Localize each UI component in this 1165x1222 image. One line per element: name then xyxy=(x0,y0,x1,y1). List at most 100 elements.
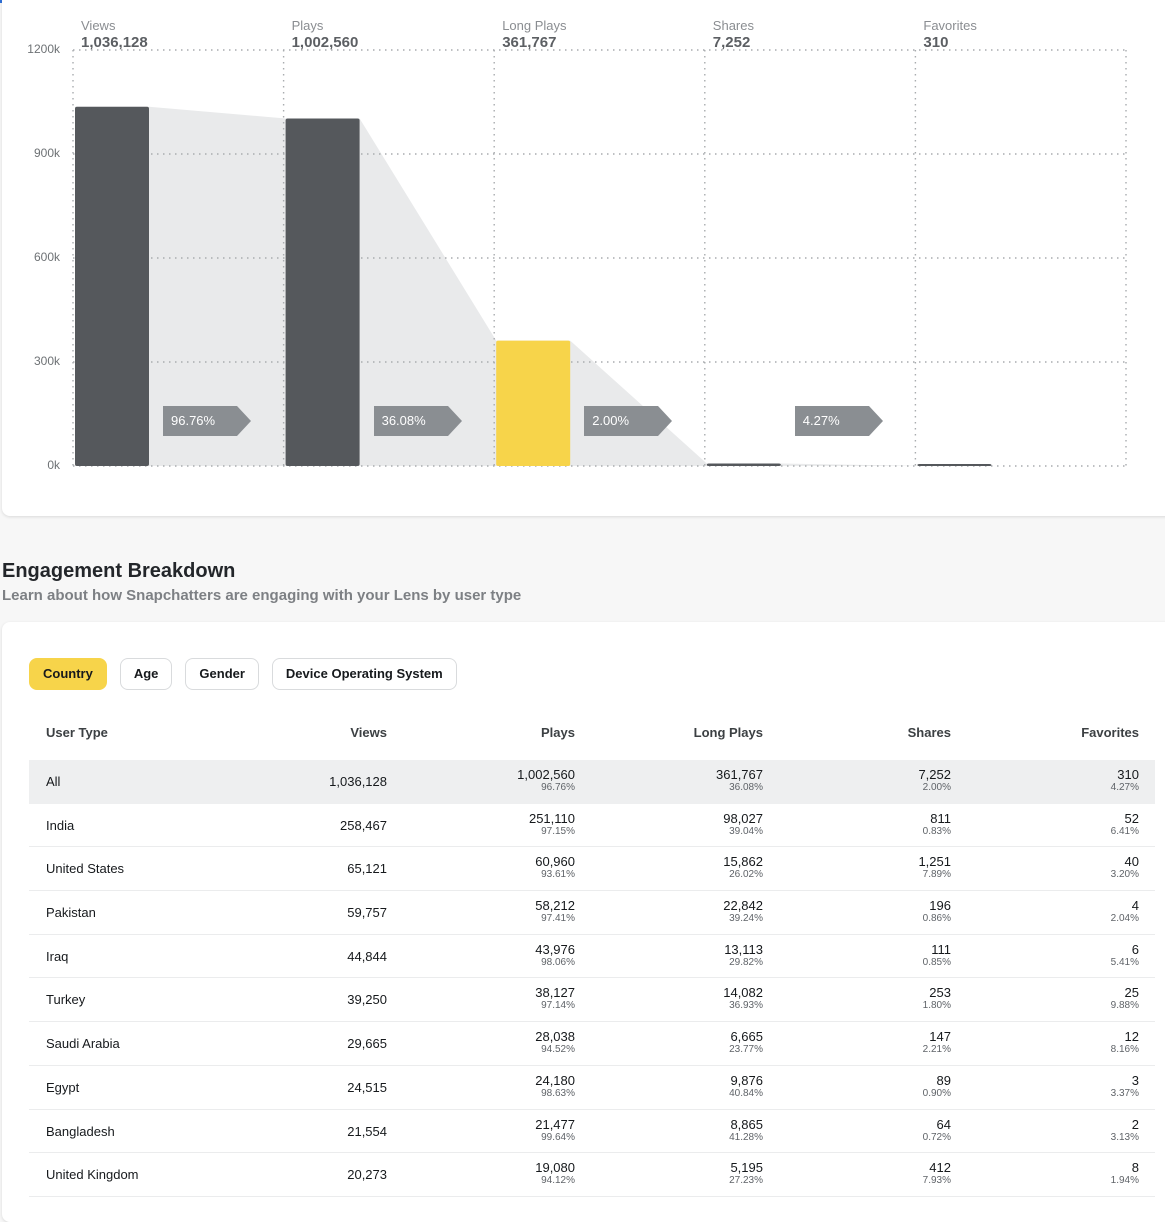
cell-long-plays: 14,082 36.93% xyxy=(723,978,763,1021)
cell-favorites: 25 9.88% xyxy=(1111,978,1139,1021)
cell-plays-value: 28,038 xyxy=(535,1029,575,1045)
cell-favorites-value: 3 xyxy=(1131,1072,1139,1088)
cell-views: 39,250 xyxy=(347,992,387,1008)
table-body: All 1,036,128 1,002,560 96.76% 361,767 36.08%… xyxy=(29,760,1155,1197)
cell-plays-value: 60,960 xyxy=(535,854,575,870)
cell-long-plays: 22,842 39.24% xyxy=(723,891,763,934)
cell-favorites-percent: 6.41% xyxy=(1110,825,1139,837)
table-row[interactable]: United States 65,121 60,960 93.61% 15,862 26.… xyxy=(29,847,1155,892)
funnel-chart xyxy=(72,49,1127,467)
cell-favorites-percent: 2.04% xyxy=(1110,913,1139,925)
cell-user-type: United Kingdom xyxy=(46,1167,139,1183)
cell-plays: 43,976 98.06% xyxy=(535,935,575,978)
cell-views: 44,844 xyxy=(347,948,387,964)
conversion-rate-value: 2.00% xyxy=(592,413,630,428)
cell-favorites: 52 6.41% xyxy=(1111,804,1139,847)
cell-plays-percent: 97.14% xyxy=(541,1000,575,1012)
cell-plays: 60,960 93.61% xyxy=(535,847,575,890)
header-views[interactable]: Views xyxy=(350,725,387,740)
header-shares[interactable]: Shares xyxy=(907,725,951,740)
cell-shares-value: 64 xyxy=(936,1116,951,1132)
cell-user-type: Turkey xyxy=(46,992,86,1008)
cell-plays-percent: 97.15% xyxy=(541,825,575,837)
cell-plays-value: 58,212 xyxy=(535,898,575,914)
cell-long-plays-percent: 39.24% xyxy=(729,913,763,925)
filter-age-button[interactable]: Age xyxy=(119,658,173,690)
table-row[interactable]: Bangladesh 21,554 21,477 99.64% 8,865 41.28% 6… xyxy=(29,1110,1155,1154)
cell-favorites: 8 1.94% xyxy=(1111,1153,1139,1196)
table-row[interactable]: Egypt 24,515 24,180 98.63% 9,876 40.84% 89 0.90… xyxy=(29,1066,1155,1110)
stage-header: Shares 7,252 xyxy=(713,18,754,52)
cell-plays-value: 1,002,560 xyxy=(517,767,575,782)
cell-plays-value: 19,080 xyxy=(535,1160,575,1176)
cell-shares: 111 0.85% xyxy=(923,935,951,978)
cell-shares-value: 1,251 xyxy=(918,854,951,870)
table-row[interactable]: Turkey 39,250 38,127 97.14% 14,082 36.93% 253 1… xyxy=(29,978,1155,1023)
stage-header: Plays 1,002,560 xyxy=(292,18,359,52)
stage-value: 310 xyxy=(923,34,949,51)
cell-shares: 1,251 7.89% xyxy=(918,847,951,890)
cell-user-type: Bangladesh xyxy=(46,1123,115,1139)
table-row[interactable]: All 1,036,128 1,002,560 96.76% 361,767 36.08%… xyxy=(29,760,1155,804)
cell-plays: 28,038 94.52% xyxy=(535,1022,575,1065)
table-row[interactable]: India 258,467 251,110 97.15% 98,027 39.04% 811… xyxy=(29,804,1155,848)
cell-favorites-percent: 9.88% xyxy=(1110,1000,1139,1012)
stage-header: Views 1,036,128 xyxy=(81,18,148,52)
cell-favorites-value: 2 xyxy=(1131,1116,1139,1132)
table-row[interactable]: Saudi Arabia 29,665 28,038 94.52% 6,665 23.77… xyxy=(29,1022,1155,1066)
filter-gender-button[interactable]: Gender xyxy=(185,658,259,690)
table-row[interactable]: Pakistan 59,757 58,212 97.41% 22,842 39.24% 19… xyxy=(29,891,1155,935)
engagement-table: User Type Views Plays Long Plays Shares … xyxy=(29,710,1155,1197)
y-tick-label: 600k xyxy=(33,250,60,264)
cell-favorites-percent: 3.20% xyxy=(1110,869,1139,881)
cell-views: 59,757 xyxy=(347,905,387,921)
cell-shares-percent: 0.86% xyxy=(922,913,951,925)
header-favorites[interactable]: Favorites xyxy=(1081,725,1139,740)
cell-favorites-percent: 3.37% xyxy=(1110,1087,1139,1099)
filter-pills: Country Age Gender Device Operating System xyxy=(29,658,457,690)
cell-plays-value: 21,477 xyxy=(535,1116,575,1132)
conversion-rate-value: 4.27% xyxy=(802,413,840,428)
cell-plays-percent: 99.64% xyxy=(541,1131,575,1143)
header-long-plays[interactable]: Long Plays xyxy=(693,725,763,740)
cell-favorites-value: 6 xyxy=(1131,941,1139,957)
y-tick-label: 300k xyxy=(33,354,60,368)
cell-favorites: 4 2.04% xyxy=(1111,891,1139,934)
header-user-type[interactable]: User Type xyxy=(46,725,108,740)
cell-long-plays-value: 5,195 xyxy=(730,1160,763,1176)
header-plays[interactable]: Plays xyxy=(541,725,575,740)
cell-long-plays: 8,865 41.28% xyxy=(729,1110,763,1153)
cell-favorites-percent: 3.13% xyxy=(1110,1131,1139,1143)
stage-value: 361,767 xyxy=(502,34,557,51)
cell-views: 29,665 xyxy=(347,1036,387,1052)
table-row[interactable]: Iraq 44,844 43,976 98.06% 13,113 29.82% 111 0.8… xyxy=(29,935,1155,979)
bar-views xyxy=(75,106,149,466)
cell-long-plays-percent: 40.84% xyxy=(729,1087,763,1099)
cell-plays-value: 251,110 xyxy=(528,810,575,826)
cell-shares-percent: 0.90% xyxy=(922,1087,951,1099)
cell-views: 20,273 xyxy=(347,1167,387,1183)
cell-long-plays: 15,862 26.02% xyxy=(723,847,763,890)
cell-long-plays-percent: 29.82% xyxy=(729,956,763,968)
cell-plays: 251,110 97.15% xyxy=(529,804,575,847)
table-row[interactable]: United Kingdom 20,273 19,080 94.12% 5,195 27.… xyxy=(29,1153,1155,1197)
cell-user-type: United States xyxy=(46,861,125,877)
stage-header: Long Plays 361,767 xyxy=(502,18,566,52)
stage-name: Favorites xyxy=(923,18,977,33)
cell-long-plays: 98,027 39.04% xyxy=(723,804,763,847)
cell-shares-percent: 7.89% xyxy=(922,869,951,881)
cell-favorites: 2 3.13% xyxy=(1111,1110,1139,1153)
cell-favorites-value: 25 xyxy=(1124,985,1139,1001)
cell-shares-percent: 0.72% xyxy=(922,1131,951,1143)
cell-views: 1,036,128 xyxy=(329,774,387,789)
cell-long-plays: 6,665 23.77% xyxy=(729,1022,763,1065)
cell-favorites: 3 3.37% xyxy=(1111,1066,1139,1109)
cell-user-type: Saudi Arabia xyxy=(46,1036,120,1052)
cell-shares-value: 811 xyxy=(930,810,951,826)
cell-shares: 196 0.86% xyxy=(923,891,951,934)
cell-long-plays-percent: 27.23% xyxy=(729,1175,763,1187)
filter-country-button[interactable]: Country xyxy=(29,658,107,690)
section-subtitle: Learn about how Snapchatters are engagin… xyxy=(2,587,522,604)
cell-plays: 21,477 99.64% xyxy=(535,1110,575,1153)
filter-device-operating-system-button[interactable]: Device Operating System xyxy=(271,658,457,690)
